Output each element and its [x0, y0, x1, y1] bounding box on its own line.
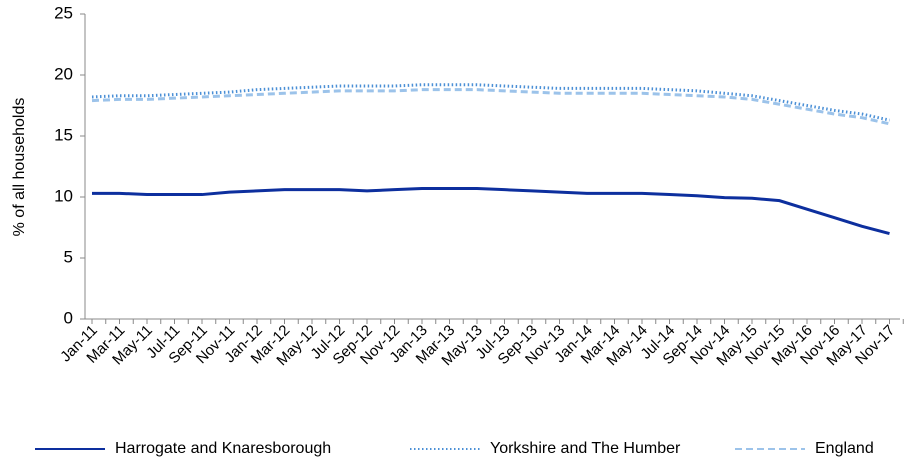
y-tick-label: 0	[64, 308, 73, 327]
legend-label: Yorkshire and The Humber	[490, 440, 681, 457]
y-tick-label: 5	[64, 247, 73, 266]
y-tick-label: 20	[54, 64, 73, 83]
y-tick-label: 15	[54, 125, 73, 144]
legend-label: Harrogate and Knaresborough	[115, 440, 331, 457]
y-tick-label: 10	[54, 186, 73, 205]
line-series	[92, 186, 890, 236]
y-tick-label: 25	[54, 3, 73, 22]
legend-label: England	[815, 440, 874, 457]
y-axis-label: % of all households	[11, 98, 28, 237]
line-series	[91, 83, 890, 122]
line-series	[91, 88, 890, 126]
